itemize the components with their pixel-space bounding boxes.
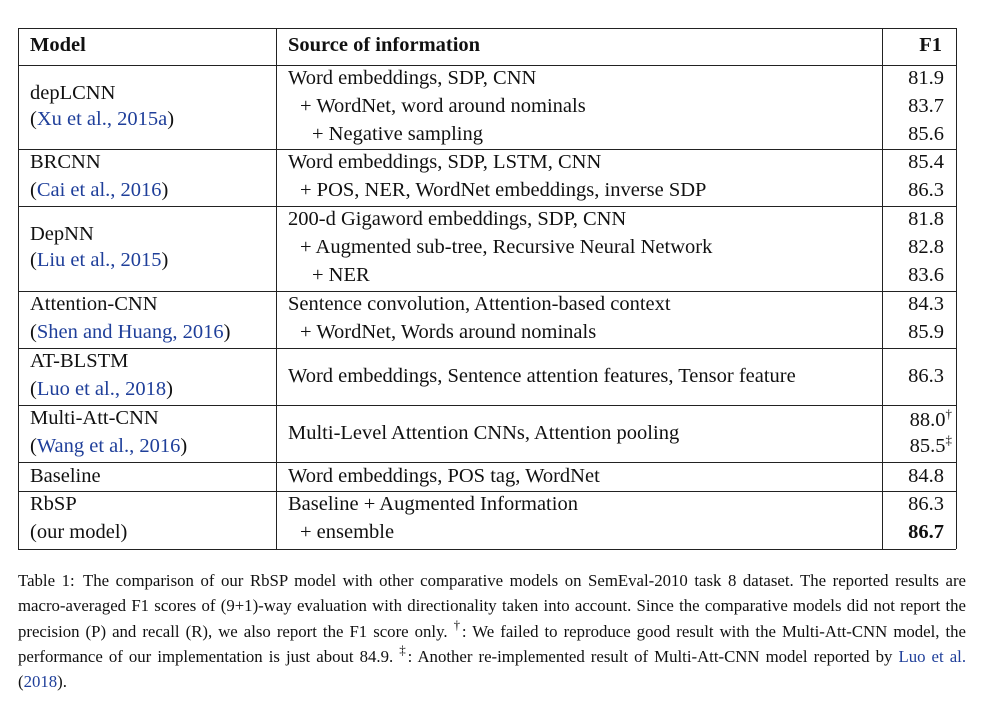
caption-note-dagger: : We failed to reproduce good result wit… [18, 621, 966, 666]
f1-score: 86.3 [908, 179, 944, 201]
f1-score: 88.0† [909, 406, 953, 431]
table-row: DepNN (Liu et al., 2015) 200-d Gigaword … [18, 206, 956, 291]
table-bottom-rule [18, 549, 956, 550]
dagger-mark: † [945, 406, 953, 421]
f1-score: 81.9 [908, 67, 944, 89]
model-name: BRCNN [30, 151, 101, 173]
f1-score: 83.6 [908, 264, 944, 286]
citation-link[interactable]: Liu et al., 2015 [36, 249, 162, 271]
table-row: Multi-Att-CNN (Wang et al., 2016) Multi-… [18, 405, 956, 462]
table-row: BRCNN (Cai et al., 2016) Word embeddings… [18, 149, 956, 206]
f1-score: 81.8 [908, 208, 944, 230]
model-name: depLCNN [30, 82, 116, 104]
table-top-rule [18, 28, 956, 29]
source-line: Word embeddings, POS tag, WordNet [288, 465, 600, 487]
f1-score: 83.7 [908, 95, 944, 117]
model-name: Attention-CNN [30, 293, 158, 315]
header-source: Source of information [288, 34, 481, 56]
source-line: Word embeddings, SDP, CNN [288, 67, 537, 89]
source-line: 200-d Gigaword embeddings, SDP, CNN [288, 208, 627, 230]
table-caption: Table 1: The comparison of our RbSP mode… [18, 571, 967, 692]
table-header-row: Model Source of information F1 [18, 28, 956, 65]
source-line: + Negative sampling [312, 123, 483, 145]
model-citation: (Xu et al., 2015a) [30, 108, 175, 130]
model-citation: (Wang et al., 2016) [30, 435, 188, 457]
citation-link[interactable]: Xu et al., 2015a [36, 108, 168, 130]
comparison-table: Model Source of information F1 depLCNN (… [18, 28, 957, 550]
model-name: RbSP [30, 493, 77, 515]
citation-link[interactable]: Shen and Huang, 2016 [36, 321, 224, 343]
source-line: + Augmented sub-tree, Recursive Neural N… [300, 236, 713, 258]
citation-link[interactable]: Luo et al. [898, 646, 967, 666]
header-f1: F1 [919, 34, 942, 56]
f1-score: 86.3 [908, 365, 944, 387]
source-line: Word embeddings, Sentence attention feat… [288, 365, 796, 387]
dagger-mark: † [453, 616, 462, 632]
model-citation: (Luo et al., 2018) [30, 378, 173, 400]
table-row: Attention-CNN (Shen and Huang, 2016) Sen… [18, 291, 956, 348]
source-line: + ensemble [300, 521, 395, 543]
source-line: Sentence convolution, Attention-based co… [288, 293, 671, 315]
model-name: DepNN [30, 223, 94, 245]
source-line: Multi-Level Attention CNNs, Attention po… [288, 422, 680, 444]
source-line: + NER [312, 264, 370, 286]
source-line: + POS, NER, WordNet embeddings, inverse … [300, 179, 707, 201]
citation-year-link[interactable]: 2018 [23, 672, 58, 692]
f1-score: 84.3 [908, 293, 944, 315]
model-name: Multi-Att-CNN [30, 407, 159, 429]
f1-score: 86.3 [908, 493, 944, 515]
header-model: Model [30, 34, 86, 56]
table-row: RbSP (our model) Baseline + Augmented In… [18, 491, 956, 549]
model-name: AT-BLSTM [30, 350, 129, 372]
source-line: Baseline + Augmented Information [288, 493, 578, 515]
citation-link[interactable]: Luo et al., 2018 [36, 378, 167, 400]
f1-score: 85.4 [908, 151, 944, 173]
model-citation: (Cai et al., 2016) [30, 179, 169, 201]
f1-score: 85.5‡ [909, 432, 953, 457]
best-f1-score: 86.7 [908, 521, 944, 543]
model-citation: (Liu et al., 2015) [30, 249, 169, 271]
source-line: Word embeddings, SDP, LSTM, CNN [288, 151, 602, 173]
caption-note-ddagger: : Another re-implemented result of Multi… [407, 646, 893, 666]
source-line: + WordNet, Words around nominals [300, 321, 597, 343]
citation-link[interactable]: Cai et al., 2016 [36, 179, 162, 201]
model-note: (our model) [30, 521, 128, 543]
source-line: + WordNet, word around nominals [300, 95, 586, 117]
f1-score: 85.6 [908, 123, 944, 145]
model-citation: (Shen and Huang, 2016) [30, 321, 231, 343]
f1-score: 85.9 [908, 321, 944, 343]
citation-link[interactable]: Wang et al., 2016 [36, 435, 181, 457]
table-row: AT-BLSTM (Luo et al., 2018) Word embeddi… [18, 348, 956, 405]
table-row: Baseline Word embeddings, POS tag, WordN… [18, 462, 956, 491]
f1-score: 82.8 [908, 236, 944, 258]
double-dagger-mark: ‡ [945, 432, 953, 447]
f1-score: 84.8 [908, 465, 944, 487]
caption-text: The comparison of our RbSP model with ot… [18, 571, 966, 641]
table-row: depLCNN (Xu et al., 2015a) Word embeddin… [18, 65, 956, 149]
caption-label: Table 1: [18, 571, 75, 590]
double-dagger-mark: ‡ [399, 641, 408, 657]
model-name: Baseline [30, 465, 101, 487]
